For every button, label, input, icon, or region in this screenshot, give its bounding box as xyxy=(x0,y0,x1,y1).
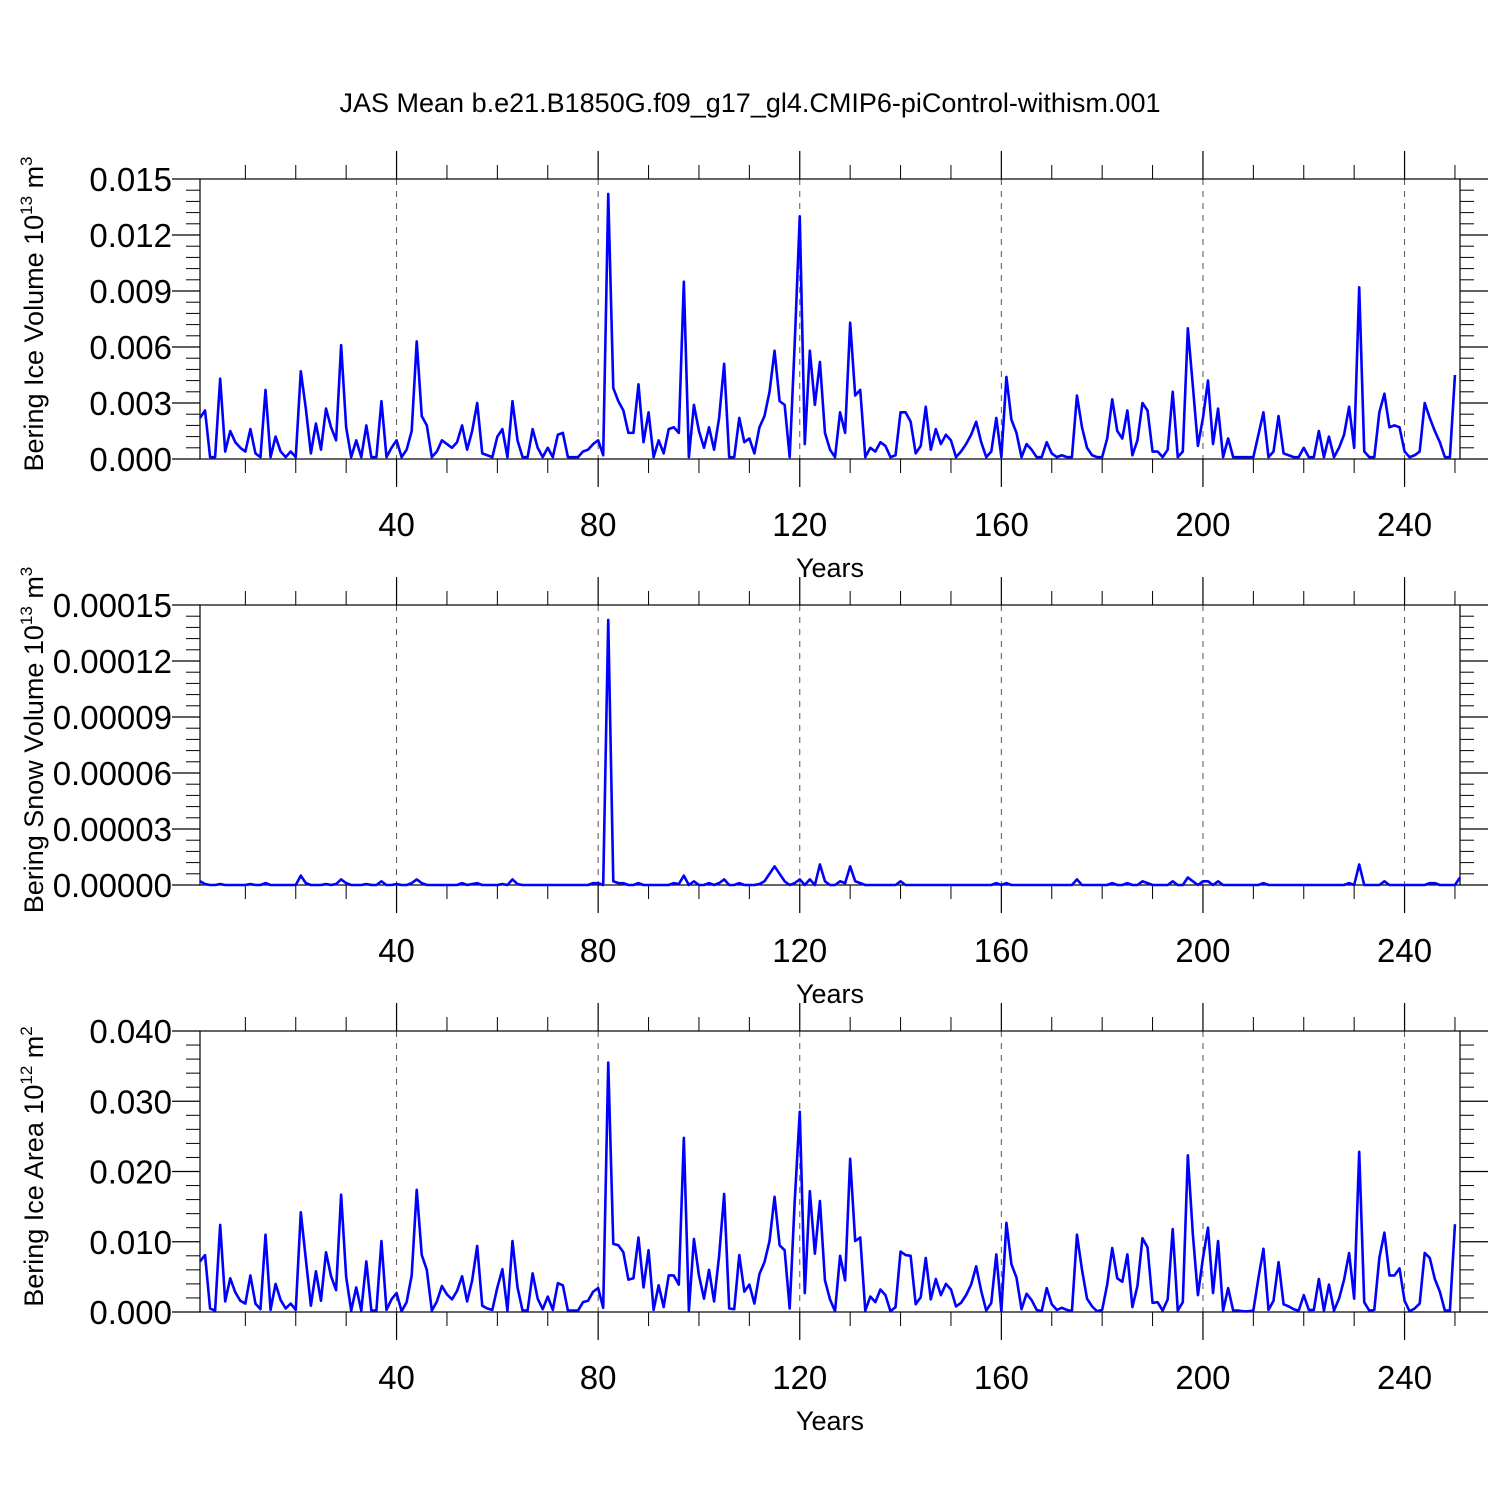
y-tick-label: 0.010 xyxy=(89,1224,172,1261)
x-tick-label: 200 xyxy=(1175,932,1230,969)
y-axis-title-ylabel-unit-exp: 3 xyxy=(17,156,36,165)
panel-1: 40 80 120 160 200 240 0.000 0.003 0.006 0.009 0.01… xyxy=(17,151,1488,583)
y-axis-title-ylabel-unit-exp: 3 xyxy=(17,567,36,576)
panel-2: 40 80 120 160 200 240 0.00000 0.00003 0.00006 0.0… xyxy=(17,567,1488,1009)
y-tick-label: 0.00006 xyxy=(53,755,172,792)
x-tick-label: 120 xyxy=(772,932,827,969)
plot-frame xyxy=(199,1030,1461,1313)
x-tick-label: 80 xyxy=(580,932,617,969)
y-tick-label: 0.000 xyxy=(89,441,172,478)
panel-3: 40 80 120 160 200 240 0.000 0.010 0.020 0.030 0.04… xyxy=(17,1003,1488,1436)
y-tick-label: 0.020 xyxy=(89,1154,172,1191)
y-tick-label: 0.00000 xyxy=(53,867,172,904)
x-tick-label: 40 xyxy=(378,932,415,969)
y-axis-title-ylabel-exp: 13 xyxy=(17,606,36,625)
x-tick-label: 240 xyxy=(1377,1359,1432,1396)
y-tick-label: 0.003 xyxy=(89,385,172,422)
x-tick-label: 200 xyxy=(1175,1359,1230,1396)
y-axis-title-ylabel: Bering Snow Volume 10 xyxy=(19,625,49,913)
x-tick-label: 120 xyxy=(772,506,827,543)
x-tick-label: 120 xyxy=(772,1359,827,1396)
y-axis-title-ylabel: Bering Ice Area 10 xyxy=(19,1085,49,1307)
y-axis-title: Bering Ice Volume 1013 m3 xyxy=(17,156,49,471)
y-axis-title: Bering Snow Volume 1013 m3 xyxy=(17,567,49,914)
y-tick-label: 0.012 xyxy=(89,217,172,254)
y-tick-label: 0.00003 xyxy=(53,811,172,848)
y-axis-title-ylabel-unit-exp: 2 xyxy=(17,1026,36,1035)
x-axis-title: Years xyxy=(796,979,864,1009)
plot-frame xyxy=(199,604,1461,886)
x-tick-label: 240 xyxy=(1377,932,1432,969)
y-tick-label: 0.00015 xyxy=(53,587,172,624)
x-tick-label: 160 xyxy=(974,932,1029,969)
x-tick-label: 80 xyxy=(580,506,617,543)
figure-title: JAS Mean b.e21.B1850G.f09_g17_gl4.CMIP6-… xyxy=(340,88,1161,118)
y-axis-title-ylabel-exp: 13 xyxy=(17,196,36,215)
y-tick-label: 0.015 xyxy=(89,161,172,198)
x-tick-label: 40 xyxy=(378,506,415,543)
y-tick-label: 0.00012 xyxy=(53,643,172,680)
y-axis-title-ylabel-unit: m xyxy=(19,1036,49,1066)
y-axis-title-ylabel-exp: 12 xyxy=(17,1066,36,1085)
plot-frame xyxy=(199,178,1461,460)
y-tick-label: 0.009 xyxy=(89,273,172,310)
x-tick-label: 240 xyxy=(1377,506,1432,543)
x-tick-label: 200 xyxy=(1175,506,1230,543)
x-tick-label: 160 xyxy=(974,1359,1029,1396)
x-axis-title: Years xyxy=(796,553,864,583)
y-tick-label: 0.00009 xyxy=(53,699,172,736)
y-axis-title-ylabel-unit: m xyxy=(19,166,49,196)
x-tick-label: 80 xyxy=(580,1359,617,1396)
panels: 40 80 120 160 200 2400.0000.0030.0060.0090.01… xyxy=(17,151,1488,1436)
y-tick-label: 0.000 xyxy=(89,1294,172,1331)
y-axis-title-ylabel-unit: m xyxy=(19,576,49,606)
y-tick-label: 0.040 xyxy=(89,1013,172,1050)
x-tick-label: 40 xyxy=(378,1359,415,1396)
y-tick-label: 0.006 xyxy=(89,329,172,366)
series-line xyxy=(199,618,1462,887)
series-line xyxy=(198,1061,1457,1313)
x-axis-title: Years xyxy=(796,1406,864,1436)
x-tick-label: 160 xyxy=(974,506,1029,543)
series-line xyxy=(198,192,1457,459)
y-tick-label: 0.030 xyxy=(89,1083,172,1120)
y-axis-title: Bering Ice Area 1012 m2 xyxy=(17,1026,49,1307)
y-axis-title-ylabel: Bering Ice Volume 10 xyxy=(19,215,49,472)
